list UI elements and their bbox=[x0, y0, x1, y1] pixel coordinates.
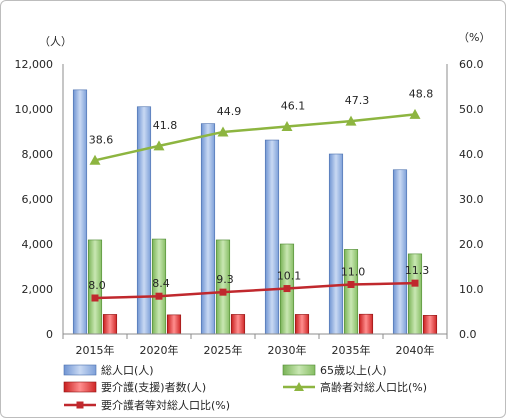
bar-2015--s2 bbox=[102, 314, 118, 335]
bar-2040--s2 bbox=[422, 315, 438, 335]
x-axis: 2015年 2020年 2025年 2030年 2035年 2040年 bbox=[62, 64, 448, 357]
x-tick-label: 2020年 bbox=[140, 343, 179, 357]
line-0-data-label: 44.9 bbox=[217, 105, 242, 118]
bar-2015--s0 bbox=[72, 89, 88, 335]
right-tick-label: 60.0 bbox=[459, 58, 484, 71]
bar-2025--s2 bbox=[230, 314, 246, 335]
right-tick-label: 40.0 bbox=[459, 148, 484, 161]
right-axis: 0.0 10.0 20.0 30.0 40.0 50.0 60.0 bbox=[459, 58, 484, 341]
legend: 総人口(人) 65歳以上(人) 要介護(支援)者数(人) 高齢者対総人口比(%) 要介護… bbox=[63, 363, 427, 412]
bar-2020--s0 bbox=[136, 106, 152, 335]
left-tick-label: 12,000 bbox=[15, 58, 54, 71]
line-1-point bbox=[155, 292, 163, 300]
line-1-data-label: 8.4 bbox=[152, 277, 170, 290]
right-axis-unit: （%） bbox=[458, 31, 490, 44]
line-0-point bbox=[153, 140, 165, 151]
line-0-data-label: 41.8 bbox=[153, 119, 178, 132]
bar-2025--s0 bbox=[200, 123, 216, 335]
line-0-data-label: 47.3 bbox=[345, 94, 370, 107]
bar-2020--s2 bbox=[166, 314, 182, 335]
line-1-point bbox=[283, 285, 291, 293]
line-1-point bbox=[219, 288, 227, 296]
legend-swatch bbox=[63, 364, 97, 376]
legend-label: 65歳以上(人) bbox=[320, 364, 387, 377]
x-tick-label: 2040年 bbox=[396, 343, 435, 357]
line-0-data-label: 46.1 bbox=[281, 100, 306, 113]
legend-marker bbox=[294, 382, 304, 391]
left-tick-label: 4,000 bbox=[22, 238, 54, 251]
right-tick-label: 20.0 bbox=[459, 238, 484, 251]
bar-2030--s0 bbox=[264, 139, 280, 335]
x-tick-label: 2035年 bbox=[332, 343, 371, 357]
line-0-point bbox=[89, 154, 101, 165]
bar-2025--s1 bbox=[215, 239, 231, 335]
line-1-data-label: 11.3 bbox=[405, 264, 430, 277]
x-tick-label: 2030年 bbox=[268, 343, 307, 357]
left-axis-unit: （人） bbox=[39, 35, 72, 48]
bar-2035--s2 bbox=[358, 313, 374, 335]
right-tick-label: 0.0 bbox=[459, 328, 477, 341]
legend-label: 総人口(人) bbox=[101, 363, 154, 377]
line-0-point bbox=[281, 121, 293, 132]
left-tick-label: 0 bbox=[46, 328, 53, 341]
left-axis: 0 2,000 4,000 6,000 8,000 10,000 12,000 bbox=[15, 58, 54, 341]
line-1-data-label: 11.0 bbox=[341, 266, 366, 279]
left-tick-label: 10,000 bbox=[15, 103, 54, 116]
line-1-data-label: 9.3 bbox=[216, 273, 234, 286]
line-1-point bbox=[411, 279, 419, 287]
left-tick-label: 6,000 bbox=[22, 193, 54, 206]
line-1-point bbox=[91, 294, 99, 302]
x-tick-label: 2015年 bbox=[76, 343, 115, 357]
line-1 bbox=[94, 281, 416, 300]
line-group: 38.6 41.8 44.9 46.1 47.3 48.8 8.0 8.4 9.3 10.1 11.… bbox=[88, 87, 434, 302]
x-tick-label: 2025年 bbox=[204, 343, 243, 357]
line-0 bbox=[94, 113, 416, 162]
line-0-data-label: 48.8 bbox=[409, 87, 434, 100]
legend-swatch bbox=[63, 381, 97, 393]
line-0-point bbox=[217, 126, 229, 137]
legend-label: 高齢者対総人口比(%) bbox=[320, 380, 427, 394]
bar-2035--s0 bbox=[328, 153, 344, 335]
bar-2030--s2 bbox=[294, 314, 310, 335]
left-tick-label: 8,000 bbox=[22, 148, 54, 161]
legend-marker bbox=[76, 401, 84, 409]
line-0-point bbox=[409, 108, 421, 119]
right-tick-label: 10.0 bbox=[459, 283, 484, 296]
line-1-point bbox=[347, 281, 355, 288]
bar-2040--s0 bbox=[392, 169, 408, 335]
legend-label: 要介護者等対総人口比(%) bbox=[101, 398, 230, 412]
line-1-data-label: 8.0 bbox=[88, 279, 106, 292]
legend-swatch bbox=[282, 364, 316, 376]
line-0-point bbox=[345, 115, 357, 126]
legend-label: 要介護(支援)者数(人) bbox=[101, 380, 206, 394]
left-tick-label: 2,000 bbox=[22, 283, 54, 296]
right-tick-label: 50.0 bbox=[459, 103, 484, 116]
right-tick-label: 30.0 bbox=[459, 193, 484, 206]
bar-2035--s1 bbox=[343, 249, 359, 335]
line-1-data-label: 10.1 bbox=[277, 270, 302, 283]
line-0-data-label: 38.6 bbox=[89, 133, 114, 146]
